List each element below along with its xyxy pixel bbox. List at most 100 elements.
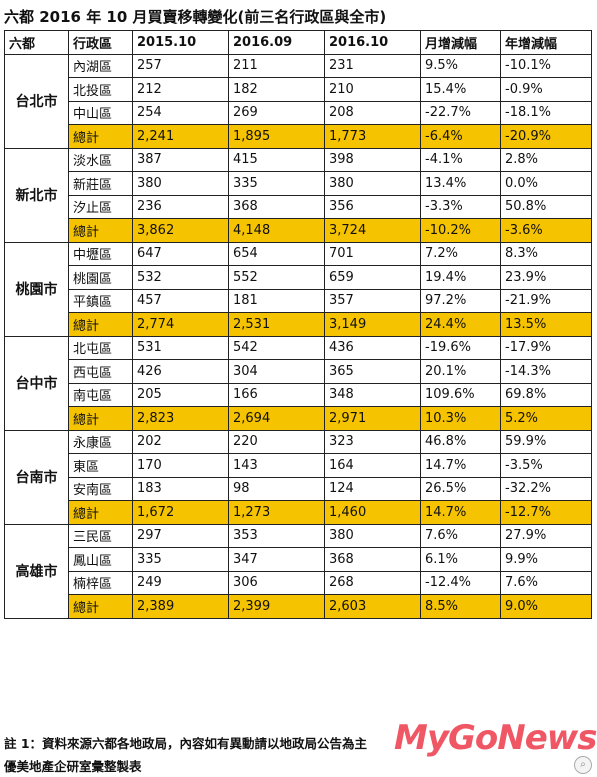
zoom-icon[interactable]: ⌕: [574, 756, 592, 774]
yearly-change-cell: 9.9%: [500, 547, 592, 572]
value-2015-10-cell: 254: [132, 100, 229, 125]
value-2016-10-cell: 365: [324, 359, 421, 384]
value-2016-10-cell: 701: [324, 241, 421, 266]
city-name: 桃園市: [4, 241, 69, 337]
value-2016-10-cell: 356: [324, 194, 421, 219]
district-cell: 總計: [68, 312, 133, 337]
header-district: 行政區: [68, 30, 133, 55]
value-2016-10-cell: 268: [324, 570, 421, 595]
district-cell: 安南區: [68, 476, 133, 501]
monthly-change-cell: 46.8%: [420, 429, 501, 454]
table-row: 楠梓區 249 306 268 -12.4% 7.6%: [5, 570, 592, 595]
yearly-change-cell: -3.6%: [500, 218, 592, 243]
yearly-change-cell: 0.0%: [500, 171, 592, 196]
value-2016-10-cell: 380: [324, 171, 421, 196]
value-2016-09-cell: 269: [228, 100, 325, 125]
value-2016-09-cell: 542: [228, 335, 325, 360]
header-2016-10: 2016.10: [324, 30, 421, 55]
value-2015-10-cell: 212: [132, 77, 229, 102]
value-2016-09-cell: 181: [228, 288, 325, 313]
district-cell: 三民區: [68, 523, 133, 548]
yearly-change-cell: -17.9%: [500, 335, 592, 360]
value-2016-10-cell: 2,603: [324, 594, 421, 619]
yearly-change-cell: -3.5%: [500, 453, 592, 478]
yearly-change-cell: -20.9%: [500, 124, 592, 149]
yearly-change-cell: 7.6%: [500, 570, 592, 595]
value-2016-10-cell: 348: [324, 382, 421, 407]
monthly-change-cell: 6.1%: [420, 547, 501, 572]
monthly-change-cell: 8.5%: [420, 594, 501, 619]
value-2016-09-cell: 98: [228, 476, 325, 501]
monthly-change-cell: 20.1%: [420, 359, 501, 384]
city-name: 台南市: [4, 429, 69, 525]
district-cell: 桃園區: [68, 265, 133, 290]
value-2016-09-cell: 220: [228, 429, 325, 454]
value-2015-10-cell: 3,862: [132, 218, 229, 243]
yearly-change-cell: -12.7%: [500, 500, 592, 525]
value-2015-10-cell: 531: [132, 335, 229, 360]
value-2016-10-cell: 3,149: [324, 312, 421, 337]
value-2015-10-cell: 202: [132, 429, 229, 454]
value-2015-10-cell: 532: [132, 265, 229, 290]
value-2016-09-cell: 304: [228, 359, 325, 384]
monthly-change-cell: -22.7%: [420, 100, 501, 125]
yearly-change-cell: 27.9%: [500, 523, 592, 548]
maker-credit: 優美地產企研室彙整製表: [4, 759, 142, 774]
monthly-change-cell: 109.6%: [420, 382, 501, 407]
monthly-change-cell: -6.4%: [420, 124, 501, 149]
monthly-change-cell: 10.3%: [420, 406, 501, 431]
city-name: 高雄市: [4, 523, 69, 619]
value-2015-10-cell: 257: [132, 53, 229, 78]
value-2015-10-cell: 387: [132, 147, 229, 172]
page-title: 六都 2016 年 10 月買賣移轉變化(前三名行政區與全市): [4, 8, 387, 26]
table-header-row: 六都 行政區 2015.10 2016.09 2016.10 月增減幅 年增減幅: [4, 30, 592, 55]
table-row: 鳳山區 335 347 368 6.1% 9.9%: [5, 547, 592, 572]
monthly-change-cell: 7.2%: [420, 241, 501, 266]
district-cell: 新莊區: [68, 171, 133, 196]
value-2016-09-cell: 166: [228, 382, 325, 407]
city-name: 新北市: [4, 147, 69, 243]
value-2016-10-cell: 1,773: [324, 124, 421, 149]
table-row: 西屯區 426 304 365 20.1% -14.3%: [5, 359, 592, 384]
value-2016-09-cell: 654: [228, 241, 325, 266]
value-2015-10-cell: 2,241: [132, 124, 229, 149]
watermark-logo: MyGoNews: [394, 718, 597, 758]
value-2016-09-cell: 306: [228, 570, 325, 595]
header-monthly-change: 月增減幅: [420, 30, 501, 55]
district-cell: 總計: [68, 594, 133, 619]
table-row: 北投區 212 182 210 15.4% -0.9%: [5, 77, 592, 102]
value-2015-10-cell: 297: [132, 523, 229, 548]
value-2016-10-cell: 380: [324, 523, 421, 548]
value-2015-10-cell: 2,774: [132, 312, 229, 337]
yearly-change-cell: 5.2%: [500, 406, 592, 431]
yearly-change-cell: -18.1%: [500, 100, 592, 125]
monthly-change-cell: -19.6%: [420, 335, 501, 360]
table-row: 新莊區 380 335 380 13.4% 0.0%: [5, 171, 592, 196]
district-cell: 北投區: [68, 77, 133, 102]
value-2016-09-cell: 552: [228, 265, 325, 290]
yearly-change-cell: -14.3%: [500, 359, 592, 384]
value-2015-10-cell: 457: [132, 288, 229, 313]
value-2015-10-cell: 205: [132, 382, 229, 407]
value-2016-10-cell: 3,724: [324, 218, 421, 243]
district-cell: 永康區: [68, 429, 133, 454]
value-2015-10-cell: 647: [132, 241, 229, 266]
table-row: 高雄市 三民區 297 353 380 7.6% 27.9%: [4, 523, 592, 619]
district-cell: 淡水區: [68, 147, 133, 172]
table-row: 台南市 永康區 202 220 323 46.8% 59.9%: [4, 429, 592, 525]
yearly-change-cell: 23.9%: [500, 265, 592, 290]
value-2015-10-cell: 1,672: [132, 500, 229, 525]
yearly-change-cell: 9.0%: [500, 594, 592, 619]
value-2016-10-cell: 2,971: [324, 406, 421, 431]
district-cell: 中壢區: [68, 241, 133, 266]
value-2015-10-cell: 2,823: [132, 406, 229, 431]
district-cell: 總計: [68, 500, 133, 525]
source-note: 註 1：資料來源六都各地政局，內容如有異動請以地政局公告為主: [4, 736, 368, 751]
value-2016-10-cell: 1,460: [324, 500, 421, 525]
table-row: 新北市 淡水區 387 415 398 -4.1% 2.8%: [4, 147, 592, 243]
monthly-change-cell: -3.3%: [420, 194, 501, 219]
total-row: 總計 2,823 2,694 2,971 10.3% 5.2%: [5, 406, 592, 431]
monthly-change-cell: -4.1%: [420, 147, 501, 172]
monthly-change-cell: 24.4%: [420, 312, 501, 337]
district-cell: 東區: [68, 453, 133, 478]
